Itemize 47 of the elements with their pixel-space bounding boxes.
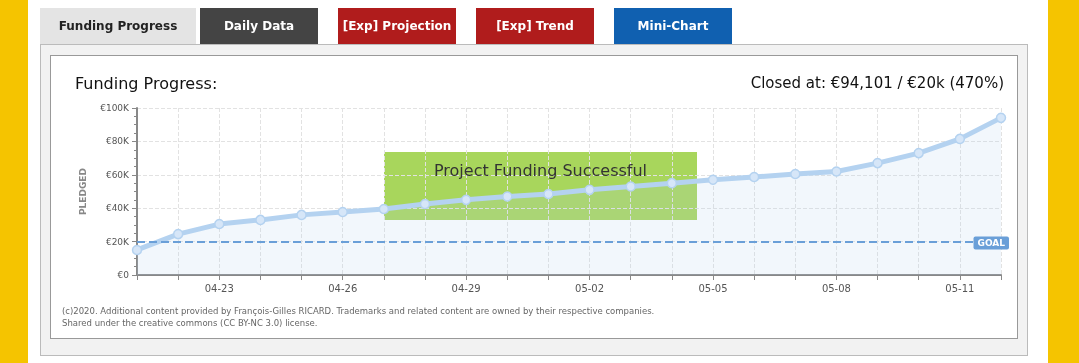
point — [419, 198, 431, 210]
point — [296, 209, 307, 221]
point — [543, 188, 554, 200]
point — [748, 171, 760, 183]
text: Shared under the creative commons (CC BY-NC 3.0) license. — [62, 317, 319, 329]
y-axis-title: PLEDGED — [77, 168, 88, 215]
point — [460, 194, 472, 206]
x-tick-label: 04-29 — [451, 282, 481, 294]
point — [666, 177, 678, 189]
point — [831, 166, 842, 177]
y-tick-label: €40K — [105, 203, 131, 214]
point — [790, 168, 801, 180]
point — [954, 133, 966, 145]
chart-title: Funding Progress: — [75, 73, 218, 93]
y-tick-label: €0 — [117, 270, 130, 280]
point — [255, 214, 266, 226]
text: Funding Progress — [40, 8, 196, 44]
point — [995, 112, 1007, 124]
point — [172, 228, 184, 240]
x-tick-label: 05-02 — [575, 282, 605, 294]
chart-subtitle: Closed at: €94,101 / €20k (470%) — [750, 73, 1005, 92]
text: Daily Data — [200, 8, 318, 44]
point — [131, 244, 143, 256]
text: [Exp] Projection — [338, 8, 456, 44]
x-tick-label: 04-26 — [328, 282, 358, 294]
y-tick-label: €100K — [100, 103, 131, 113]
text: (c)2020. Additional content provided by François-Gilles RICARD. Trademarks and related content are owned by their respective companies. — [62, 305, 655, 317]
x-tick-label: 05-05 — [698, 282, 728, 294]
x-tick-label: 05-11 — [945, 282, 975, 294]
point — [502, 191, 513, 202]
annotation: Project Funding Successful — [432, 159, 648, 182]
ref-line-label: GOAL — [977, 238, 1006, 249]
y-tick-label: €20K — [105, 236, 131, 247]
point — [214, 218, 225, 230]
point — [707, 174, 719, 186]
y-tick-label: €60K — [105, 169, 131, 180]
point — [337, 206, 348, 218]
point — [378, 203, 390, 215]
point — [913, 147, 924, 159]
point — [584, 184, 595, 196]
text: [Exp] Trend — [476, 8, 594, 44]
point — [625, 181, 636, 192]
x-tick-label: 05-08 — [821, 282, 851, 294]
text: Mini-Chart — [614, 8, 732, 44]
point — [872, 157, 883, 169]
y-tick-label: €80K — [105, 136, 131, 147]
x-tick-label: 04-23 — [204, 282, 234, 294]
